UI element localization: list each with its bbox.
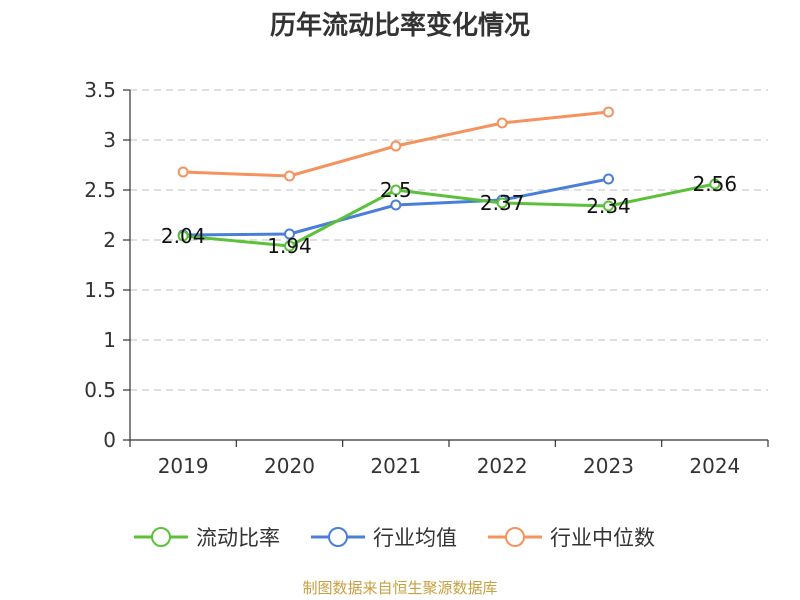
series-lines (177, 106, 721, 252)
data-label: 2.34 (586, 194, 631, 218)
legend: 流动比率 行业均值 行业中位数 (134, 526, 655, 550)
y-tick-label: 3.5 (84, 78, 116, 102)
y-tick-label: 0.5 (84, 378, 116, 402)
gridlines (130, 89, 768, 391)
data-point (284, 170, 295, 182)
x-tick-label: 2019 (158, 454, 209, 478)
legend-label: 行业均值 (373, 526, 457, 550)
data-label: 1.94 (267, 234, 312, 258)
data-point (177, 166, 189, 178)
data-point (284, 228, 295, 240)
y-tick-label: 2 (103, 228, 116, 252)
legend-marker (328, 527, 348, 547)
data-point (603, 173, 614, 185)
source-note: 制图数据来自恒生聚源数据库 (302, 579, 497, 597)
data-label: 2.04 (161, 224, 206, 248)
data-label: 2.56 (693, 172, 738, 196)
data-point (496, 117, 508, 129)
data-label: 2.5 (380, 178, 412, 202)
y-tick-label: 0 (103, 428, 116, 452)
y-tick-label: 1 (103, 328, 116, 352)
data-point (603, 200, 614, 212)
data-labels: 2.04 1.94 2.5 2.37 2.34 2.56 (161, 172, 737, 258)
data-point (603, 106, 614, 118)
x-tick-label: 2024 (689, 454, 740, 478)
x-tick-label: 2023 (583, 454, 634, 478)
x-tick-label: 2022 (477, 454, 528, 478)
axes: 0 0.5 1 1.5 2 2.5 3 3.5 2019 2020 2021 2022 2023 2024 (84, 78, 769, 478)
data-point (390, 140, 402, 152)
data-point (177, 230, 189, 242)
chart-title: 历年流动比率变化情况 (270, 10, 530, 41)
data-point (284, 240, 295, 252)
data-label: 2.37 (480, 191, 525, 215)
y-tick-label: 2.5 (84, 178, 116, 202)
x-tick-label: 2020 (264, 454, 315, 478)
data-point (390, 199, 402, 211)
legend-marker (505, 527, 525, 547)
y-tick-label: 1.5 (84, 278, 116, 302)
data-point (390, 184, 402, 196)
data-point (709, 178, 721, 190)
legend-marker (151, 527, 171, 547)
legend-label: 流动比率 (196, 526, 280, 550)
y-tick-label: 3 (103, 128, 116, 152)
data-point (496, 197, 508, 209)
x-tick-label: 2021 (370, 454, 421, 478)
legend-label: 行业中位数 (550, 526, 655, 550)
series-line-0 (183, 182, 716, 248)
